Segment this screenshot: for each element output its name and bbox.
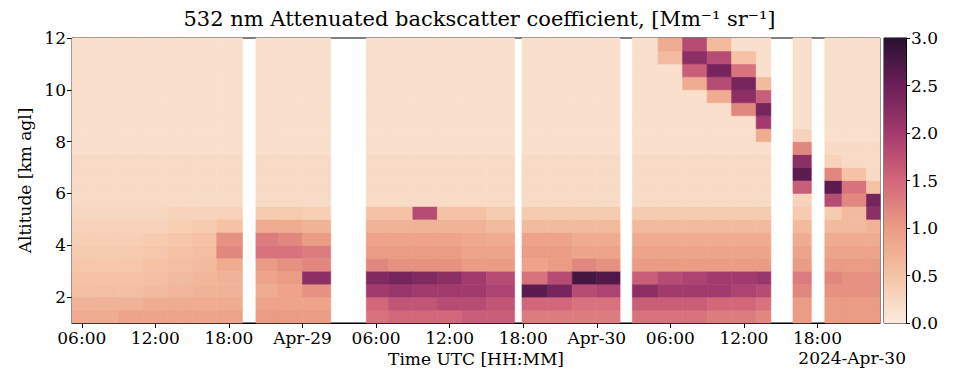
- svg-text:06:00: 06:00: [57, 328, 106, 348]
- svg-text:Altitude [km agl]: Altitude [km agl]: [15, 108, 35, 255]
- svg-text:4: 4: [55, 235, 66, 255]
- svg-text:1.5: 1.5: [911, 171, 938, 191]
- svg-text:2.0: 2.0: [911, 123, 938, 143]
- svg-text:18:00: 18:00: [793, 328, 842, 348]
- svg-text:18:00: 18:00: [204, 328, 253, 348]
- svg-text:12:00: 12:00: [425, 328, 474, 348]
- svg-text:Time UTC [HH:MM]: Time UTC [HH:MM]: [388, 349, 564, 369]
- svg-text:3.0: 3.0: [911, 28, 938, 48]
- svg-text:8: 8: [55, 132, 66, 152]
- svg-text:2024-Apr-30: 2024-Apr-30: [798, 348, 906, 368]
- svg-text:2.5: 2.5: [911, 76, 938, 96]
- svg-text:10: 10: [44, 80, 66, 100]
- svg-text:0.0: 0.0: [911, 313, 938, 333]
- svg-text:06:00: 06:00: [646, 328, 695, 348]
- svg-text:2: 2: [55, 287, 66, 307]
- svg-text:Apr-29: Apr-29: [272, 328, 332, 348]
- svg-text:6: 6: [55, 183, 66, 203]
- svg-text:12:00: 12:00: [131, 328, 180, 348]
- svg-text:06:00: 06:00: [352, 328, 401, 348]
- svg-text:18:00: 18:00: [499, 328, 548, 348]
- svg-text:532 nm Attenuated backscatter: 532 nm Attenuated backscatter coefficien…: [183, 7, 775, 31]
- svg-text:0.5: 0.5: [911, 266, 938, 286]
- svg-text:Apr-30: Apr-30: [566, 328, 626, 348]
- svg-text:12:00: 12:00: [719, 328, 768, 348]
- svg-text:1.0: 1.0: [911, 218, 938, 238]
- svg-text:12: 12: [44, 28, 66, 48]
